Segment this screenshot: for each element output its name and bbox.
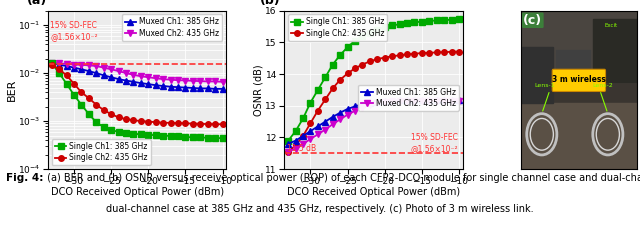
Text: Excit: Excit [604, 23, 618, 28]
Text: Lens-1: Lens-1 [535, 83, 556, 88]
Text: (a) BER and (b) OSNR versus receive optical power (ROP) of each CFP2-DCO module : (a) BER and (b) OSNR versus receive opti… [44, 173, 640, 183]
Bar [521, 102, 637, 169]
Text: Lens-2: Lens-2 [593, 83, 614, 88]
Text: dual-channel case at 385 GHz and 435 GHz, respectively. (c) Photo of 3 m wireles: dual-channel case at 385 GHz and 435 GHz… [106, 204, 534, 215]
Text: Fig. 4:: Fig. 4: [6, 173, 44, 183]
FancyBboxPatch shape [552, 69, 605, 91]
Text: (c): (c) [524, 14, 542, 27]
Bar [593, 19, 637, 82]
Text: 15% SD-FEC
@1.56×10⁻²: 15% SD-FEC @1.56×10⁻² [50, 21, 98, 41]
Y-axis label: OSNR (dB): OSNR (dB) [254, 64, 264, 116]
Bar [521, 11, 637, 82]
Bar [521, 47, 554, 102]
X-axis label: DCO Received Optical Power (dBm): DCO Received Optical Power (dBm) [287, 187, 460, 197]
Text: (b): (b) [260, 0, 280, 7]
Text: 11.5 dB: 11.5 dB [287, 144, 316, 153]
Text: 3 m wireless: 3 m wireless [552, 75, 606, 84]
Y-axis label: BER: BER [6, 79, 17, 101]
Text: (a): (a) [27, 0, 47, 7]
Bar [556, 50, 591, 90]
Text: 15% SD-FEC
@1.56×10⁻²: 15% SD-FEC @1.56×10⁻² [411, 133, 458, 153]
X-axis label: DCO Received Optical Power (dBm): DCO Received Optical Power (dBm) [51, 187, 223, 197]
Legend: Single Ch1: 385 GHz, Single Ch2: 435 GHz: Single Ch1: 385 GHz, Single Ch2: 435 GHz [52, 139, 151, 165]
Legend: Muxed Ch1: 385 GHz, Muxed Ch2: 435 GHz: Muxed Ch1: 385 GHz, Muxed Ch2: 435 GHz [358, 85, 459, 111]
